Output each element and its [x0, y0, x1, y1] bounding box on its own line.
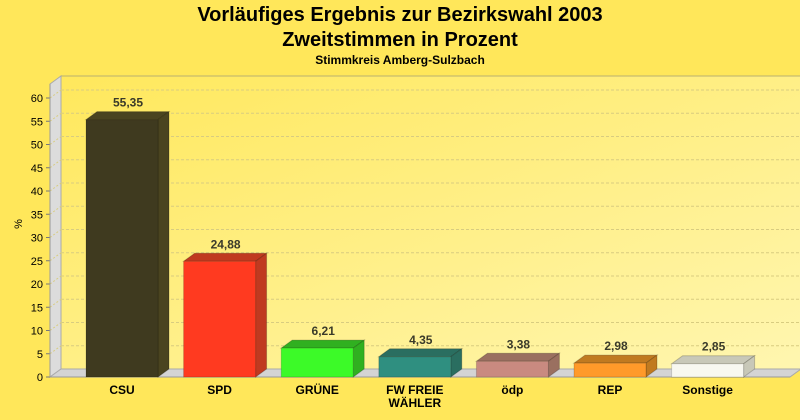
- y-tick-label: 5: [37, 349, 43, 361]
- bar: [573, 362, 647, 378]
- bar-top: [670, 355, 757, 365]
- x-tick-label: CSU: [109, 383, 134, 397]
- bar-top: [474, 352, 561, 362]
- data-label: 2,85: [702, 340, 726, 354]
- y-tick-label: 25: [31, 256, 43, 268]
- y-axis-label: %: [13, 219, 25, 229]
- data-label: 24,88: [211, 237, 241, 251]
- chart-subtitle-2: Stimmkreis Amberg-Sulzbach: [315, 53, 485, 67]
- bar-top: [84, 111, 171, 121]
- y-tick-label: 55: [31, 116, 43, 128]
- chart-title: Vorläufiges Ergebnis zur Bezirkswahl 200…: [197, 4, 602, 26]
- bar-top: [279, 339, 366, 349]
- y-tick-label: 20: [31, 279, 43, 291]
- x-tick-label: SPD: [207, 383, 232, 397]
- bar-side: [157, 110, 170, 378]
- x-tick-label: Sonstige: [682, 383, 733, 397]
- x-tick-label: GRÜNE: [296, 382, 339, 397]
- data-label: 55,35: [113, 96, 143, 110]
- y-tick-label: 50: [31, 140, 43, 152]
- x-tick-label: ödp: [501, 383, 523, 397]
- y-tick-label: 10: [31, 326, 43, 338]
- x-tick-label: FW FREIE: [386, 383, 443, 397]
- bar: [671, 363, 745, 378]
- back-wall: [60, 75, 800, 370]
- y-tick-label: 15: [31, 302, 43, 314]
- bar: [280, 347, 354, 378]
- y-tick-label: 0: [37, 372, 43, 384]
- bar: [85, 119, 159, 378]
- x-tick-label: WÄHLER: [388, 395, 441, 410]
- bar: [378, 356, 452, 378]
- data-label: 3,38: [507, 337, 531, 351]
- bar-top: [572, 354, 659, 364]
- bar: [183, 260, 257, 378]
- bar-side: [255, 252, 268, 378]
- chart-subtitle: Zweitstimmen in Prozent: [282, 29, 518, 51]
- left-wall: [49, 75, 62, 378]
- bar-top: [377, 348, 464, 358]
- y-tick-label: 30: [31, 233, 43, 245]
- data-label: 4,35: [409, 333, 433, 347]
- bar: [475, 360, 549, 378]
- bar-top: [182, 252, 269, 262]
- data-label: 2,98: [604, 339, 628, 353]
- y-tick-label: 35: [31, 209, 43, 221]
- y-tick-label: 45: [31, 163, 43, 175]
- y-tick-label: 40: [31, 186, 43, 198]
- data-label: 6,21: [312, 324, 336, 338]
- x-tick-label: REP: [598, 383, 623, 397]
- y-tick-label: 60: [31, 93, 43, 105]
